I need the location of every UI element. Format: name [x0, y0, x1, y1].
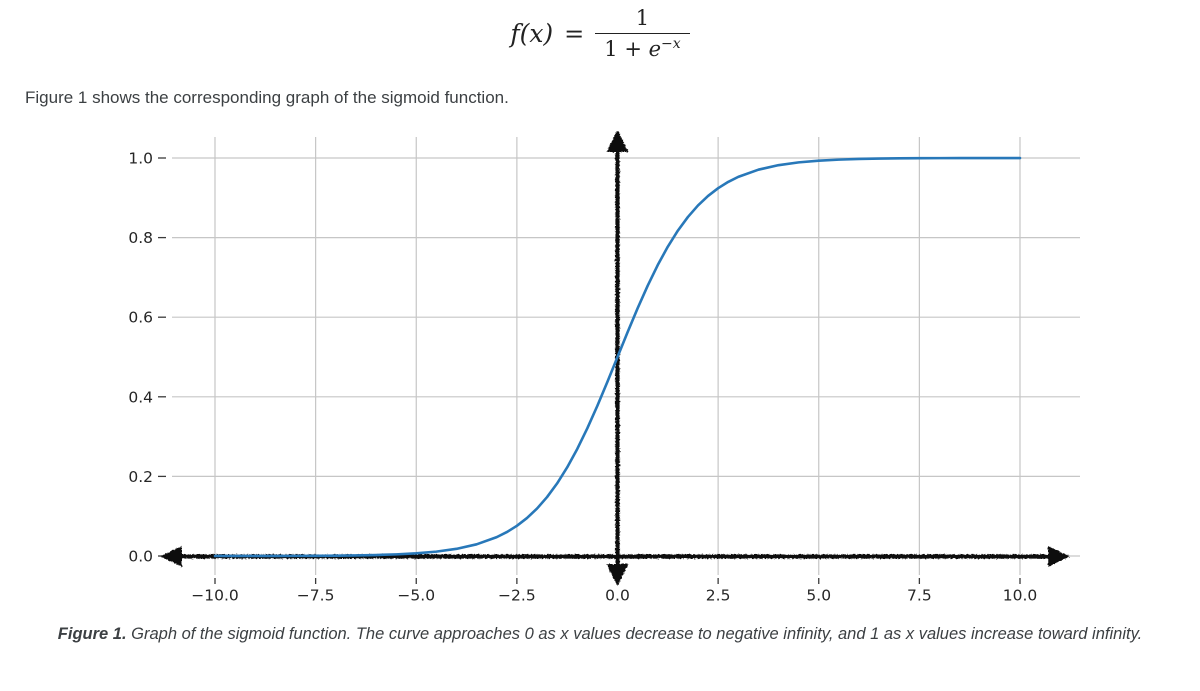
- y-tick-label: 0.6: [128, 309, 153, 327]
- x-tick-label: 2.5: [706, 587, 731, 605]
- x-tick-label: −10.0: [191, 587, 239, 605]
- formula-denominator-var: e: [648, 37, 662, 61]
- formula-lhs: f(x): [510, 19, 554, 48]
- sigmoid-curve: [213, 156, 1022, 558]
- figure-caption-label: Figure 1.: [57, 625, 127, 643]
- formula-fraction: 1 1 + e−x: [595, 6, 690, 61]
- y-axis-top-arrow-icon: [606, 130, 629, 152]
- x-axis-right-arrow-icon: [1048, 546, 1070, 567]
- x-tick-label: −5.0: [397, 587, 435, 605]
- formula-denominator-pre: 1 +: [604, 37, 649, 61]
- formula-equals: =: [564, 19, 585, 48]
- x-tick-label: 7.5: [907, 587, 932, 605]
- formula-exponent: −x: [661, 36, 681, 52]
- y-axis-bottom-arrow-icon: [606, 564, 629, 586]
- y-tick-label: 0.8: [128, 229, 153, 247]
- x-tick-label: 10.0: [1003, 587, 1038, 605]
- x-axis-left-arrow-icon: [160, 546, 182, 567]
- figure-caption: Figure 1. Graph of the sigmoid function.…: [35, 622, 1165, 647]
- sigmoid-plot-svg: −10.0 −7.5 −5.0 −2.5 0.0 2.5 5.0 7.5 10.0 0.0 0.2 0…: [128, 130, 1080, 605]
- x-tick-label: −2.5: [498, 587, 536, 605]
- y-tick-label: 0.4: [128, 388, 153, 406]
- x-tick-label: 5.0: [806, 587, 831, 605]
- y-tick-label: 0.2: [128, 468, 153, 486]
- y-tick-label: 1.0: [128, 150, 153, 168]
- sigmoid-formula: f(x) = 1 1 + e−x: [0, 0, 1200, 61]
- sigmoid-chart-figure: −10.0 −7.5 −5.0 −2.5 0.0 2.5 5.0 7.5 10.0 0.0 0.2 0…: [0, 125, 1200, 610]
- x-tick-label: 0.0: [605, 587, 630, 605]
- x-tick-label: −7.5: [297, 587, 335, 605]
- formula-denominator: 1 + e−x: [595, 33, 690, 61]
- formula-numerator: 1: [635, 6, 650, 30]
- figure-caption-text: Graph of the sigmoid function. The curve…: [126, 625, 1143, 643]
- y-tick-label: 0.0: [128, 548, 153, 566]
- intro-text: Figure 1 shows the corresponding graph o…: [25, 88, 509, 107]
- axes-group: [160, 130, 1070, 586]
